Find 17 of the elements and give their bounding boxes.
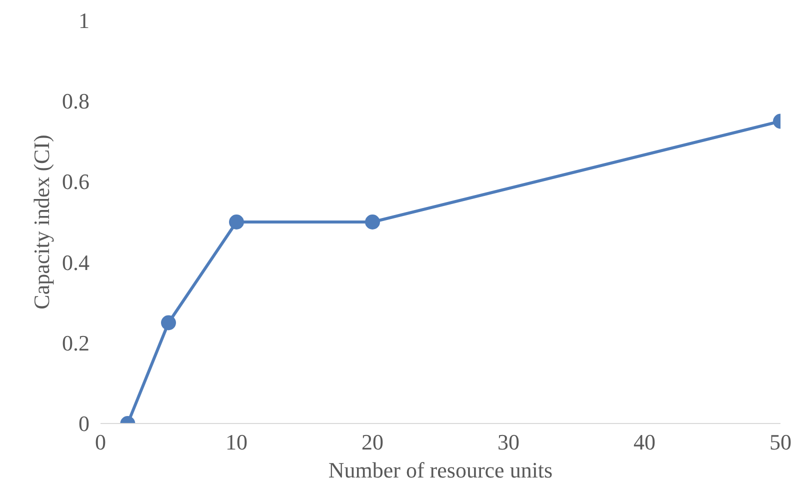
x-tick-label: 20: [362, 430, 384, 454]
y-tick-label: 0.2: [62, 330, 90, 356]
x-tick-label: 30: [498, 430, 520, 454]
y-tick-label: 0: [78, 411, 90, 436]
x-tick-label: 50: [770, 430, 792, 454]
point: [229, 214, 244, 230]
y-tick-label: 0.4: [62, 250, 90, 275]
x-tick-label: 0: [95, 430, 106, 454]
x-tick-label: 10: [226, 430, 248, 454]
x-axis-title: Number of resource units: [328, 458, 553, 482]
y-axis-title: Capacity index (CI): [29, 134, 54, 310]
y-tick-label: 0.8: [62, 88, 90, 114]
point: [161, 315, 176, 330]
point: [365, 214, 380, 230]
y-tick-label: 1: [78, 8, 90, 33]
y-tick-label: 0.6: [62, 169, 90, 194]
x-tick-label: 40: [634, 430, 656, 454]
